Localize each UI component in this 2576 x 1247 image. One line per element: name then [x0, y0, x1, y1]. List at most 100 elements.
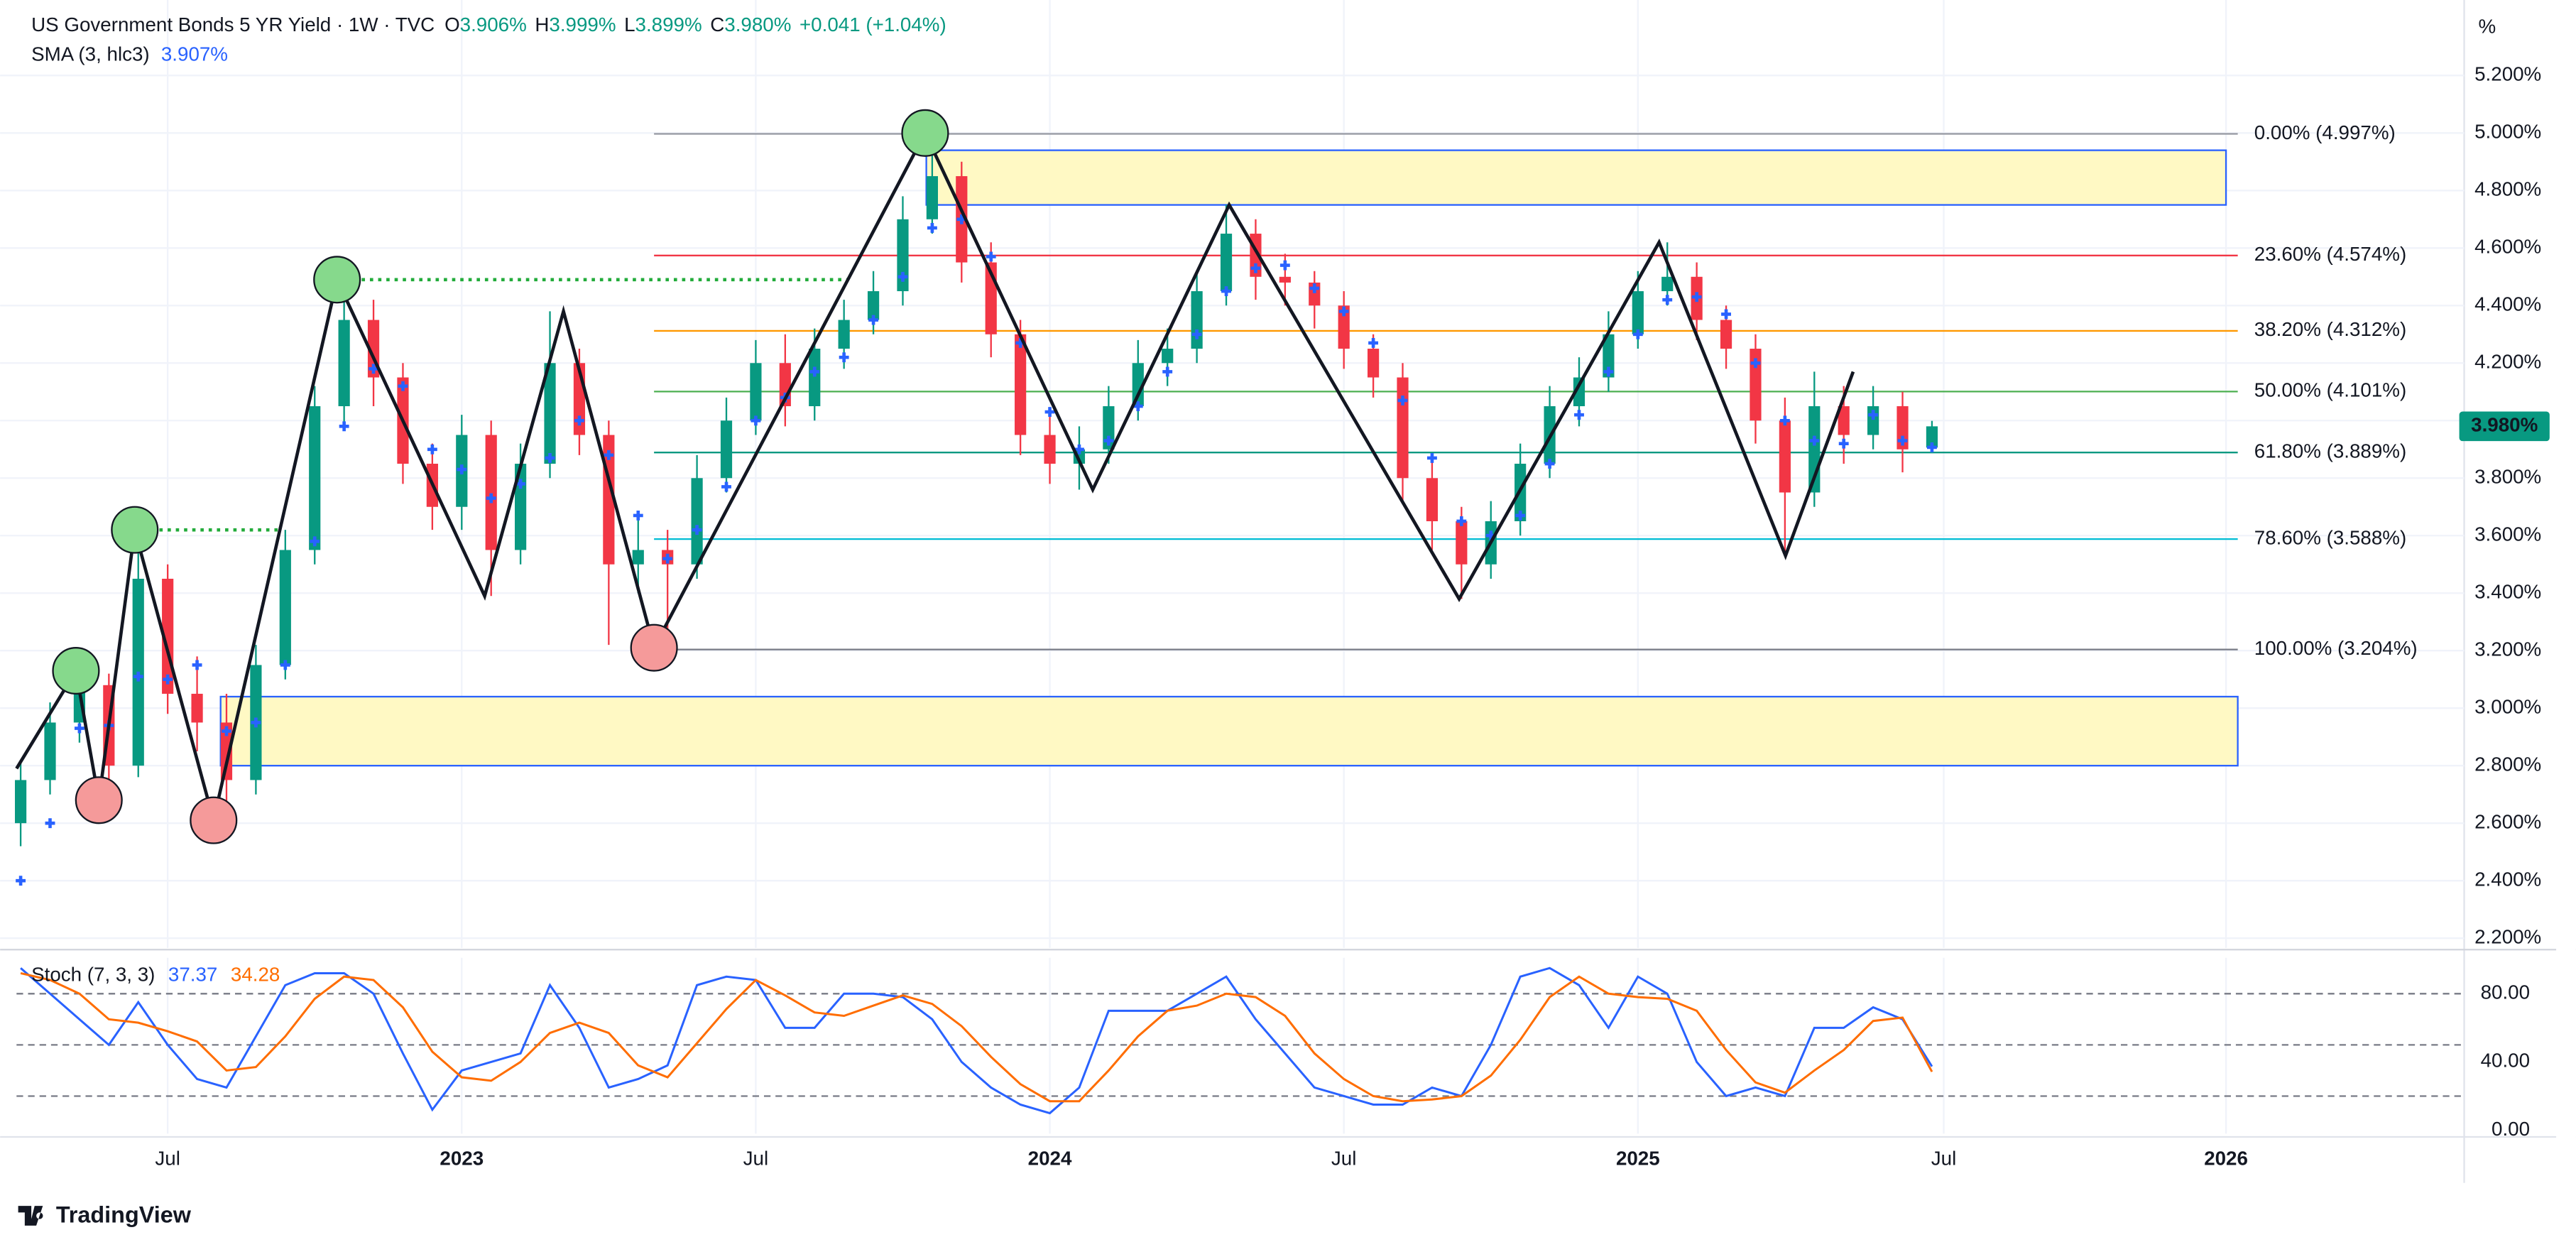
sma-cross — [1074, 444, 1084, 454]
sma-cross — [280, 660, 290, 670]
candle-body — [809, 349, 821, 407]
ohlc-key: O — [444, 13, 460, 36]
candle-body — [1632, 291, 1644, 334]
candle-body — [926, 176, 938, 219]
sma-cross — [1103, 435, 1114, 446]
sma-cross — [839, 352, 849, 363]
candle-body — [44, 722, 56, 780]
candle-body — [1720, 320, 1732, 349]
y-tick-label: 2.200% — [2474, 925, 2541, 947]
fib-label: 50.00% (4.101%) — [2254, 379, 2406, 401]
candle-body — [1103, 406, 1115, 450]
sma-cross — [1162, 366, 1173, 377]
sma-cross — [1750, 358, 1761, 369]
candle-body — [338, 320, 350, 407]
y-tick-label: 5.000% — [2474, 121, 2541, 143]
sma-cross — [1133, 401, 1143, 411]
sma-cross — [192, 660, 202, 670]
sma-cross — [1338, 306, 1349, 317]
ohlc-key: C — [710, 13, 724, 36]
sma-cross — [809, 366, 820, 377]
candle-body — [1779, 420, 1791, 493]
ohlc-value: 3.899% — [635, 13, 702, 36]
ohlc-value: 3.906% — [460, 13, 527, 36]
y-tick-label: 5.200% — [2474, 63, 2541, 85]
candle-body — [1603, 334, 1615, 378]
candle-body — [1015, 334, 1027, 435]
candle-body — [1896, 406, 1909, 450]
x-tick-label: Jul — [1931, 1148, 1956, 1170]
zone — [925, 149, 2227, 206]
sma-cross — [604, 450, 614, 460]
stoch-title: Stoch (7, 3, 3) — [31, 964, 155, 986]
sma-cross — [751, 415, 761, 426]
sma-cross — [1250, 263, 1261, 273]
sma-cross — [163, 674, 173, 685]
y-tick-label: 4.600% — [2474, 236, 2541, 258]
candle-body — [1338, 305, 1350, 349]
sma-cross — [662, 553, 673, 564]
candle-body — [14, 780, 27, 824]
sma-cross — [1721, 309, 1731, 320]
sma-cross — [1456, 516, 1467, 526]
candle-body — [1926, 426, 1938, 448]
fib-label: 61.80% (3.889%) — [2254, 440, 2406, 462]
fib-label: 78.60% (3.588%) — [2254, 526, 2406, 548]
x-tick-label: 2024 — [1028, 1148, 1072, 1170]
candle-body — [1456, 521, 1468, 565]
candle-body — [867, 291, 880, 320]
candle-body — [1426, 478, 1439, 521]
zigzag-line — [15, 129, 1855, 821]
x-tick-label: 2026 — [2204, 1148, 2248, 1170]
x-tick-label: Jul — [1331, 1148, 1356, 1170]
ohlc-value: 3.980% — [724, 13, 791, 36]
candle-body — [1162, 349, 1174, 364]
sma-cross — [1426, 452, 1437, 463]
pivot-marker — [190, 796, 238, 844]
sma-cross — [74, 723, 84, 734]
stoch-line — [20, 971, 1933, 1103]
x-tick-label: 2025 — [1616, 1148, 1660, 1170]
sma-cross — [1574, 410, 1584, 420]
candle-body — [1279, 276, 1291, 283]
sma-cross — [1397, 395, 1408, 405]
sma-legend: SMA (3, hlc3) 3.907% — [31, 43, 228, 65]
candle-body — [1838, 406, 1850, 435]
sma-cross — [1368, 337, 1379, 348]
candle-body — [309, 406, 321, 550]
y-tick-label: 80.00 — [2481, 981, 2530, 1003]
zone — [219, 695, 2239, 767]
sma-cross — [1544, 459, 1555, 469]
pivot-marker — [75, 776, 123, 824]
fib-label: 38.20% (4.312%) — [2254, 318, 2406, 340]
sma-cross — [222, 726, 231, 736]
y-tick-label: 3.400% — [2474, 581, 2541, 603]
ohlc-key: L — [624, 13, 635, 36]
candle-body — [1367, 349, 1380, 378]
candle-body — [279, 550, 291, 665]
y-tick-label: 4.800% — [2474, 178, 2541, 200]
sma-cross — [1191, 329, 1202, 339]
candle-body — [191, 693, 203, 723]
sma-cross — [986, 251, 996, 262]
y-tick-label: 2.800% — [2474, 753, 2541, 775]
sma-cross — [133, 671, 143, 682]
candle-body — [1044, 435, 1056, 464]
sma-cross — [1309, 283, 1320, 293]
last-price-tag — [2459, 411, 2550, 442]
sma-cross — [1897, 435, 1908, 446]
sma-cross — [1221, 286, 1231, 296]
candle-body — [1220, 234, 1233, 292]
candle-body — [750, 363, 762, 421]
candle-body — [485, 435, 497, 550]
sma-cross — [633, 510, 643, 521]
candle-body — [632, 550, 644, 565]
sma-cross — [1838, 438, 1849, 449]
sma-cross — [457, 464, 467, 475]
logo-icon — [18, 1206, 43, 1226]
sma-cross — [574, 415, 584, 426]
x-tick-label: Jul — [155, 1148, 180, 1170]
sma-cross — [1603, 366, 1614, 377]
pivot-marker — [52, 647, 100, 695]
